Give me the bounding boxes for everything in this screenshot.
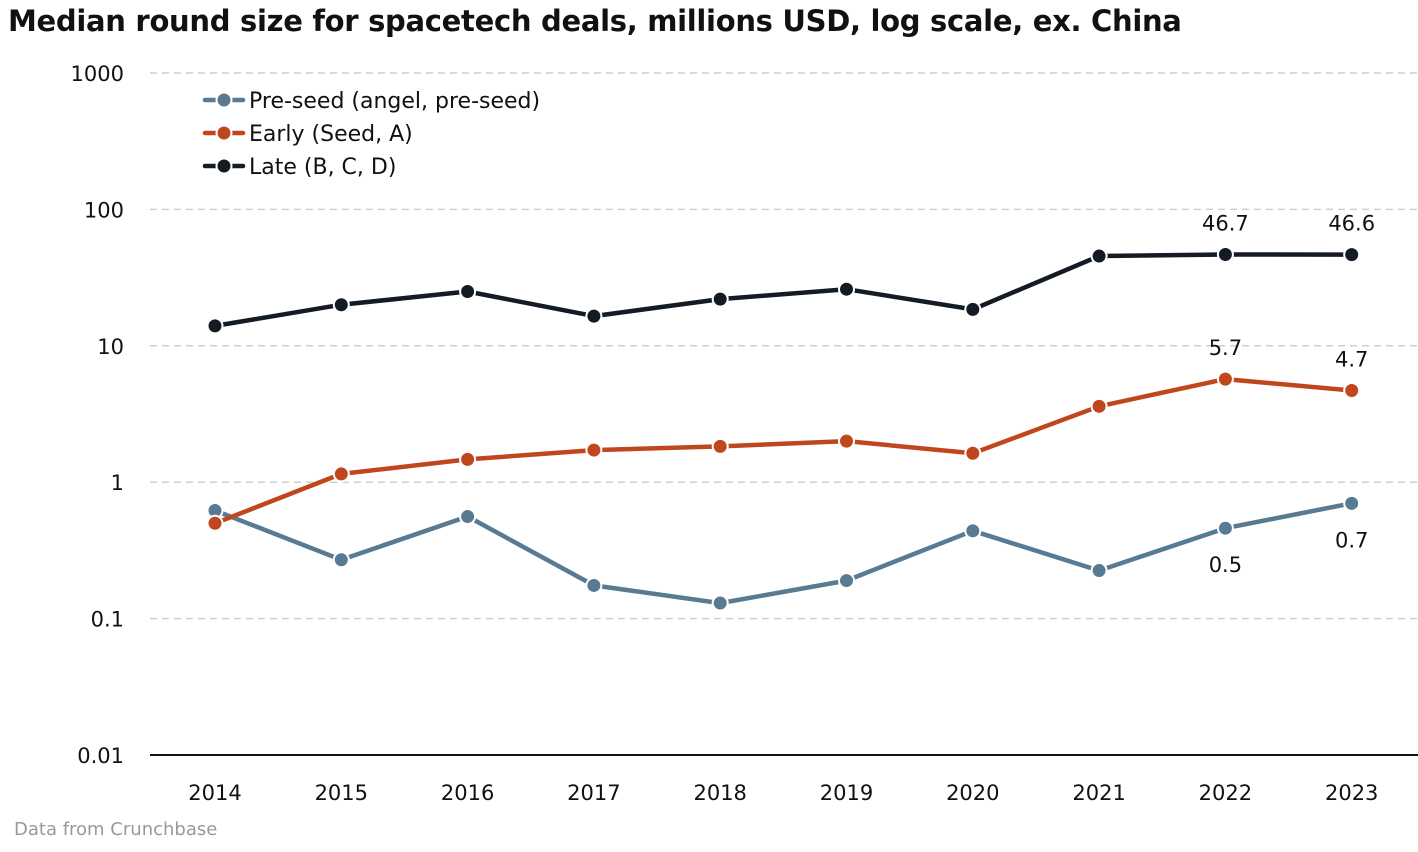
data-label-1-2022: 5.7 [1209,336,1242,360]
x-tick-label-2021: 2021 [1072,781,1125,805]
data-label-0-2023: 0.7 [1335,528,1368,552]
series-2-point-2015 [332,296,350,314]
series-1-point-2022 [1216,370,1234,388]
series-1-point-2020 [964,444,982,462]
series-2-point-2017 [585,307,603,325]
series-line-2 [212,252,1354,329]
series-2-point-2020 [964,300,982,318]
series-0-point-2017 [585,576,603,594]
data-label-1-2023: 4.7 [1335,348,1368,372]
x-tick-label-2018: 2018 [693,781,746,805]
legend-label-2: Late (B, C, D) [249,155,396,180]
y-tick-label-100: 100 [84,198,124,222]
y-tick-label-0.1: 0.1 [91,608,124,632]
axis-layer: 1000 100 10 1 0.1 0.01 2014 2015 2016 2017 2018 201… [71,62,1418,805]
series-0-point-2018 [711,594,729,612]
series-2-point-2023 [1343,246,1361,264]
x-tick-label-2017: 2017 [567,781,620,805]
data-label-0-2022: 0.5 [1209,553,1242,577]
series-0-point-2016 [459,508,477,526]
series-2-point-2019 [838,280,855,298]
grid-layer [150,72,1418,620]
series-1-point-2021 [1090,397,1108,415]
legend-marker-0 [215,91,233,109]
x-tick-label-2023: 2023 [1325,781,1378,805]
series-2-point-2014 [206,317,224,335]
x-tick-label-2016: 2016 [441,781,494,805]
legend-label-1: Early (Seed, A) [249,122,413,147]
series-0-point-2021 [1090,562,1108,580]
legend-label-0: Pre-seed (angel, pre-seed) [249,89,540,114]
y-tick-label-0.01: 0.01 [77,744,124,768]
series-line-0 [212,501,1354,606]
series-2-point-2022 [1216,246,1234,264]
legend-marker-1 [215,124,233,142]
series-1-point-2017 [585,441,603,459]
legend-marker-2 [215,157,233,175]
y-tick-label-1: 1 [111,471,124,495]
chart-title: Median round size for spacetech deals, m… [8,4,1182,38]
series-2-point-2016 [459,283,477,301]
series-layer [206,246,1361,612]
series-1-point-2014 [206,514,224,532]
y-tick-label-1000: 1000 [71,62,124,86]
series-2-point-2018 [711,290,729,308]
series-0-point-2015 [332,551,350,569]
legend: Pre-seed (angel, pre-seed) Early (Seed, A… [202,89,540,180]
x-tick-label-2019: 2019 [820,781,873,805]
data-label-2-2023: 46.6 [1328,212,1375,236]
x-tick-label-2014: 2014 [188,781,241,805]
data-label-2-2022: 46.7 [1202,212,1249,236]
series-0-point-2019 [838,572,855,590]
source-note: Data from Crunchbase [14,819,218,840]
series-1-point-2019 [838,432,855,450]
series-1-point-2015 [332,465,350,483]
y-tick-label-10: 10 [97,335,124,359]
series-1-point-2023 [1343,382,1361,400]
series-1-point-2018 [711,437,729,455]
data-labels: 0.5 0.7 5.7 4.7 46.7 46.6 [1202,212,1375,578]
series-2-point-2021 [1090,247,1108,265]
series-0-point-2022 [1216,519,1234,537]
x-tick-label-2022: 2022 [1199,781,1252,805]
x-tick-label-2020: 2020 [946,781,999,805]
x-tick-label-2015: 2015 [315,781,368,805]
series-1-point-2016 [459,450,477,468]
series-0-point-2020 [964,522,982,540]
series-0-point-2023 [1343,494,1361,512]
series-line-1 [212,376,1354,526]
